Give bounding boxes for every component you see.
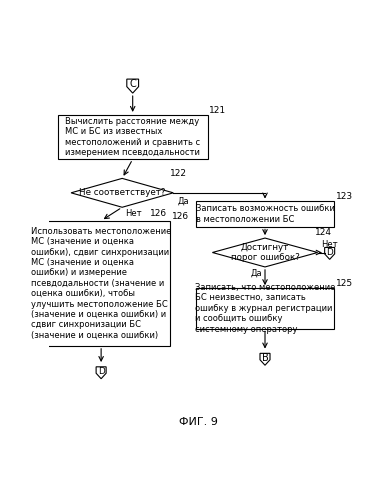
Text: 126: 126 [150, 209, 167, 218]
Text: Нет: Нет [125, 209, 142, 218]
Text: Достигнут
порог ошибок?: Достигнут порог ошибок? [230, 243, 300, 262]
Text: C: C [129, 80, 136, 90]
Text: Нет: Нет [320, 240, 337, 248]
Text: D: D [98, 367, 104, 376]
Text: 123: 123 [336, 192, 353, 202]
Polygon shape [127, 79, 139, 93]
FancyBboxPatch shape [32, 220, 170, 346]
Text: Не соответствует?: Не соответствует? [79, 188, 165, 198]
Polygon shape [325, 248, 335, 260]
FancyBboxPatch shape [196, 202, 334, 226]
Text: B: B [262, 353, 268, 363]
Polygon shape [71, 178, 173, 208]
Polygon shape [260, 354, 270, 365]
Text: Да: Да [178, 196, 189, 205]
Text: Да: Да [250, 269, 262, 278]
Text: 124: 124 [315, 228, 332, 237]
FancyBboxPatch shape [57, 115, 208, 159]
Text: D: D [326, 248, 333, 256]
Text: Записать, что местоположение
БС неизвестно, записать
ошибку в журнал регистрации: Записать, что местоположение БС неизвест… [195, 283, 335, 334]
Text: Вычислить расстояние между
МС и БС из известных
местоположений и сравнить с
изме: Вычислить расстояние между МС и БС из из… [65, 117, 200, 157]
Polygon shape [212, 238, 318, 267]
Text: 126: 126 [172, 212, 189, 220]
Text: 121: 121 [210, 106, 227, 115]
Polygon shape [96, 367, 106, 378]
Text: Записать возможность ошибки
в местоположении БС: Записать возможность ошибки в местополож… [196, 204, 334, 224]
Text: 122: 122 [170, 168, 187, 177]
Text: 125: 125 [336, 279, 353, 288]
Text: Использовать местоположение
МС (значение и оценка
ошибки), сдвиг синхронизации
М: Использовать местоположение МС (значение… [31, 227, 171, 340]
FancyBboxPatch shape [196, 288, 334, 329]
Text: ФИГ. 9: ФИГ. 9 [179, 417, 218, 427]
